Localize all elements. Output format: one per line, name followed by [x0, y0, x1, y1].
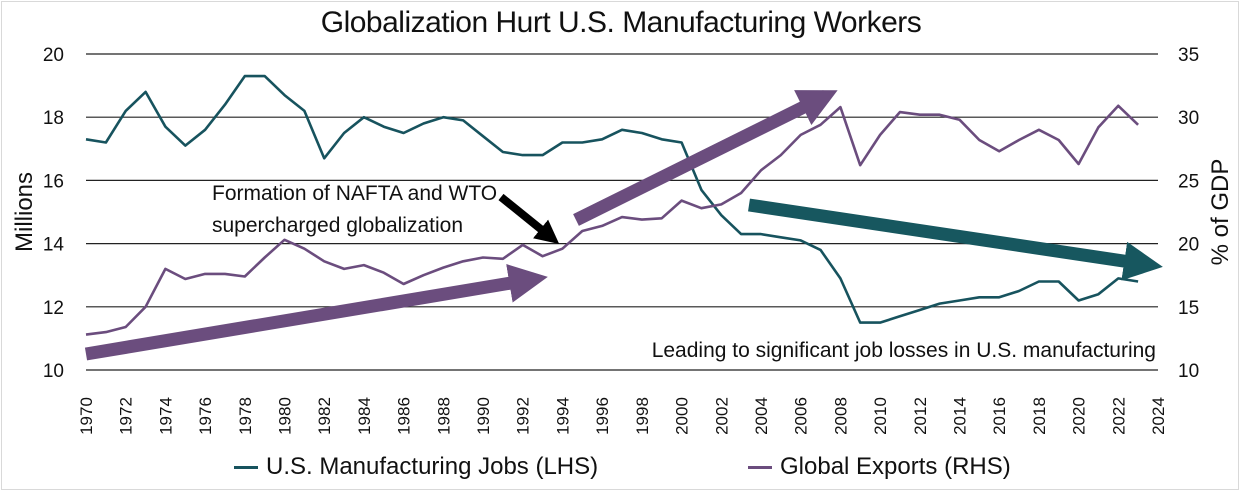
arrow-job-losses [748, 198, 1163, 281]
x-tick: 1978 [236, 397, 255, 435]
x-tick: 1980 [276, 397, 295, 435]
arrow-pre-1994 [84, 264, 548, 361]
x-tick: 2014 [950, 397, 969, 435]
x-tick: 1988 [434, 397, 453, 435]
chart-title: Globalization Hurt U.S. Manufacturing Wo… [320, 6, 922, 39]
y-tick-left: 20 [43, 45, 64, 66]
x-tick: 2004 [752, 397, 771, 435]
x-tick: 1974 [156, 397, 175, 435]
x-tick: 1994 [553, 397, 572, 435]
x-tick: 2012 [911, 397, 930, 435]
x-tick: 2016 [990, 397, 1009, 435]
arrow-nafta [498, 193, 560, 245]
arrow-post-1994 [573, 90, 838, 226]
x-tick: 1992 [514, 397, 533, 435]
y-axis-label-left: Millions [11, 172, 38, 252]
y-tick-left: 12 [43, 298, 64, 319]
legend-label-jobs: U.S. Manufacturing Jobs (LHS) [266, 453, 599, 480]
x-tick: 2010 [871, 397, 890, 435]
y-tick-left: 16 [43, 171, 64, 192]
legend-label-exports: Global Exports (RHS) [780, 453, 1011, 480]
legend-swatch-exports [748, 465, 772, 469]
x-tick: 1972 [117, 397, 136, 435]
x-tick: 2024 [1149, 397, 1168, 435]
annotation-nafta-line2: supercharged globalization [212, 214, 463, 237]
y-tick-right: 35 [1178, 45, 1199, 66]
y-tick-right: 15 [1178, 298, 1199, 319]
legend-swatch-jobs [234, 465, 258, 469]
x-tick: 1984 [355, 397, 374, 435]
x-tick: 1970 [77, 397, 96, 435]
x-tick: 1996 [593, 397, 612, 435]
x-tick: 2006 [792, 397, 811, 435]
series-line-exports [85, 104, 1140, 336]
x-tick: 2020 [1070, 397, 1089, 435]
legend: Global Exports (RHS) [748, 452, 1011, 482]
annotation-job-losses: Leading to significant job losses in U.S… [652, 339, 1156, 362]
y-tick-right: 10 [1178, 361, 1199, 382]
x-tick: 2018 [1030, 397, 1049, 435]
y-tick-left: 14 [43, 235, 65, 256]
y-tick-left: 10 [43, 361, 64, 382]
x-tick: 2008 [831, 397, 850, 435]
x-tick: 1998 [633, 397, 652, 435]
x-tick: 2002 [712, 397, 731, 435]
y-tick-left: 18 [43, 108, 64, 129]
x-tick: 2000 [673, 397, 692, 435]
x-tick: 2022 [1109, 397, 1128, 435]
y-tick-right: 25 [1178, 171, 1199, 192]
x-tick: 1976 [196, 397, 215, 435]
series-line-jobs [85, 74, 1139, 324]
y-axis-label-right: % of GDP [1207, 159, 1234, 266]
y-tick-right: 30 [1178, 108, 1199, 129]
y-tick-right: 20 [1178, 235, 1199, 256]
legend: U.S. Manufacturing Jobs (LHS) [234, 452, 598, 482]
x-tick: 1986 [395, 397, 414, 435]
x-tick: 1990 [474, 397, 493, 435]
x-tick: 1982 [315, 397, 334, 435]
annotation-nafta-line1: Formation of NAFTA and WTO [212, 182, 497, 205]
